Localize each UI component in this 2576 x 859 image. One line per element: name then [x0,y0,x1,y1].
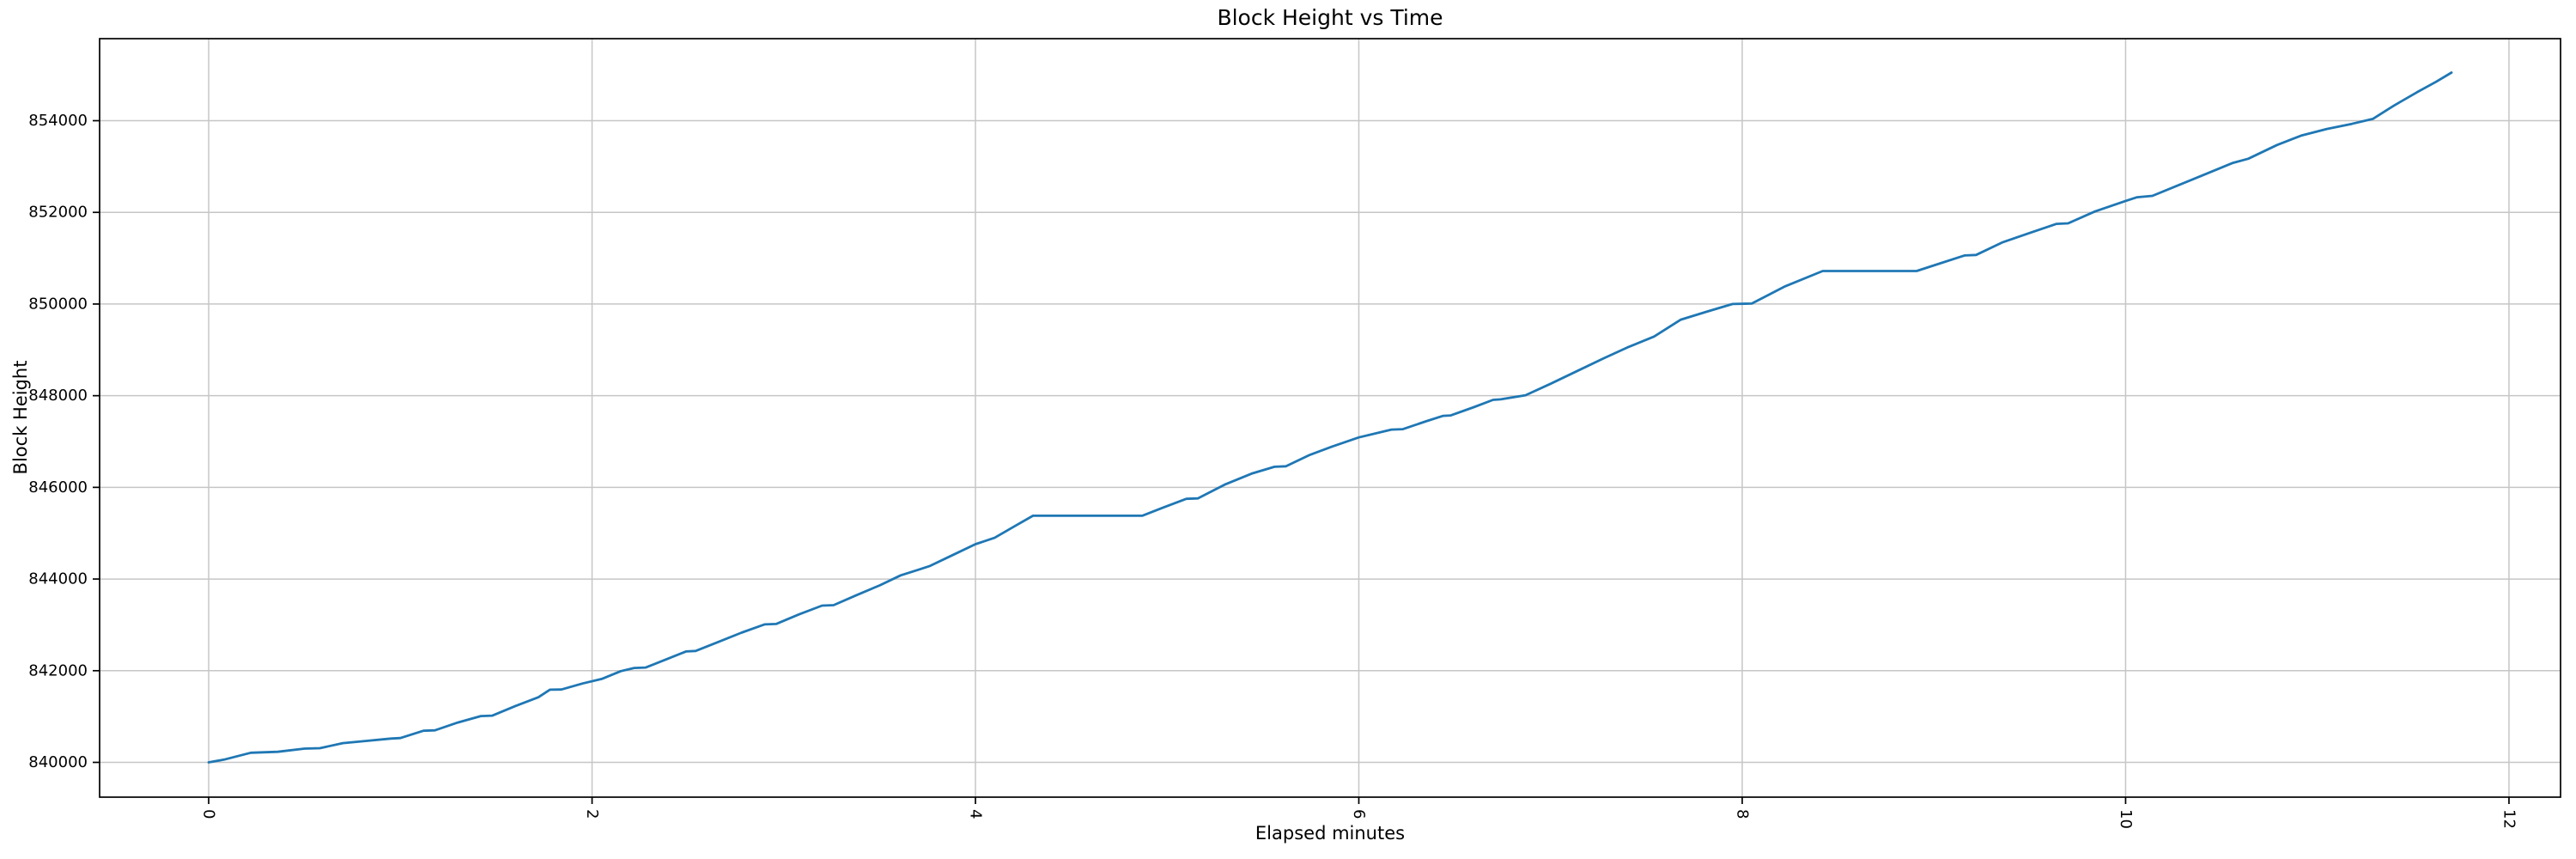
y-tick-label: 846000 [28,478,88,497]
y-tick-label: 844000 [28,570,88,588]
y-tick-label: 840000 [28,753,88,771]
chart-title: Block Height vs Time [1217,5,1443,30]
x-tick-label: 0 [200,809,218,819]
y-tick-label: 854000 [28,112,88,130]
plot-border [99,38,2561,798]
x-tick-label: 8 [1733,809,1751,819]
x-tick-label: 4 [966,809,984,819]
y-tick-label: 848000 [28,387,88,405]
y-tick-label: 852000 [28,204,88,222]
y-tick-label: 850000 [28,295,88,313]
x-tick-label: 12 [2500,809,2518,829]
data-line [207,71,2453,764]
x-axis-label: Elapsed minutes [1255,823,1406,844]
x-tick-label: 6 [1350,809,1368,819]
x-tick-label: 2 [583,809,601,819]
x-tick-label: 10 [2117,809,2135,829]
y-tick-label: 842000 [28,661,88,679]
